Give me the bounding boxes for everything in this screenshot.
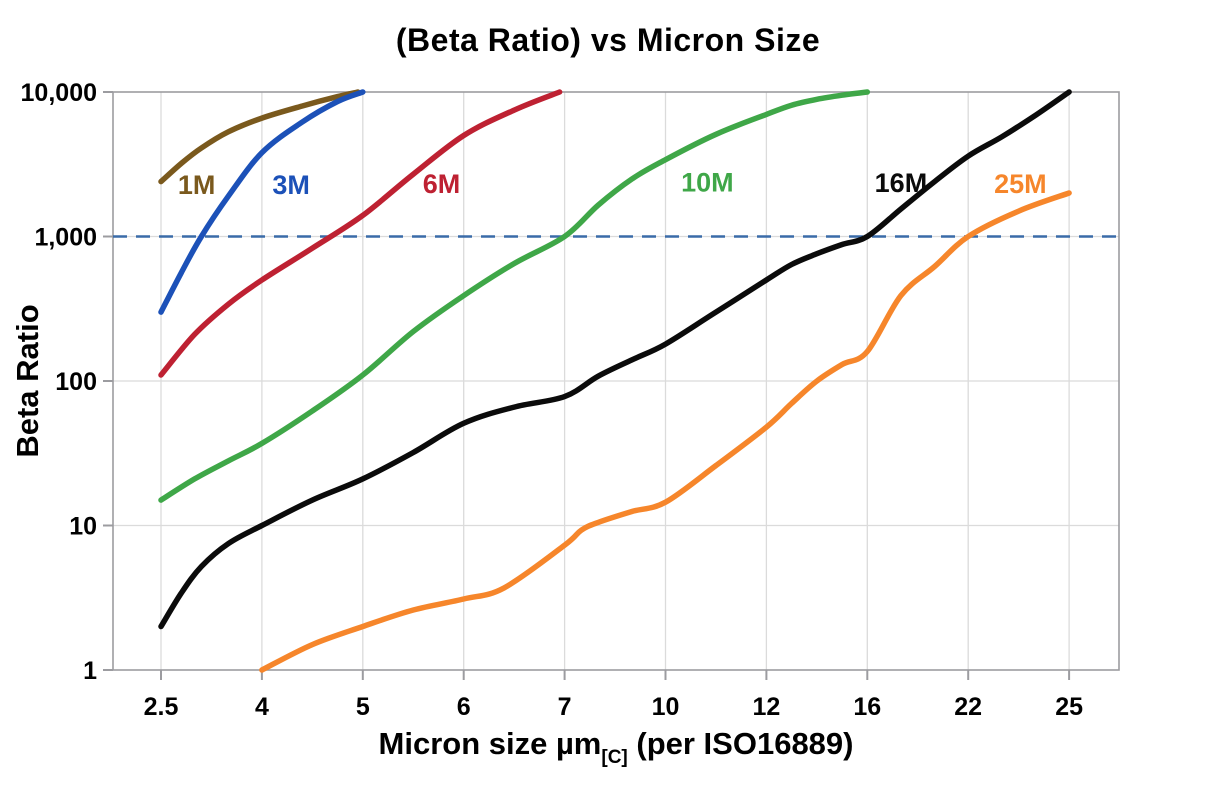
series-3M-line [158,89,366,315]
x-tick-label: 10 [652,693,680,721]
y-tick-label: 10,000 [21,79,97,107]
x-axis-title-rest: (per ISO16889) [627,726,854,761]
y-tick-label: 1,000 [34,224,97,252]
x-axis-title-main: Micron size µm [378,726,602,761]
series-25M-line [259,190,1072,673]
y-tick-label: 10 [69,513,97,541]
series-6M-label: 6M [423,169,461,199]
series-3M-label: 3M [272,170,310,200]
series-6M-line [158,89,563,378]
series-1M-label: 1M [178,170,216,200]
x-tick-label: 2.5 [144,693,179,721]
x-tick-label: 25 [1055,693,1083,721]
y-tick-label: 1 [83,657,97,685]
chart-title: (Beta Ratio) vs Micron Size [395,22,821,58]
series-10M-line [158,89,871,503]
x-tick-label: 12 [752,693,780,721]
series-16M-label: 16M [875,168,928,198]
series-1M-line [158,89,361,185]
x-tick-label: 5 [356,693,370,721]
x-tick-label: 6 [457,693,471,721]
x-tick-label: 16 [853,693,881,721]
y-tick-label: 100 [55,368,97,396]
x-axis-title-subscript: [C] [601,747,628,768]
series-16M-line [158,89,1072,630]
x-tick-label: 22 [954,693,982,721]
x-axis-title: Micron size µm[C] (per ISO16889) [0,726,1216,768]
series-25M-label: 25M [994,169,1047,199]
series-10M-label: 10M [681,168,734,198]
x-tick-label: 4 [255,693,269,721]
x-tick-label: 7 [558,693,572,721]
